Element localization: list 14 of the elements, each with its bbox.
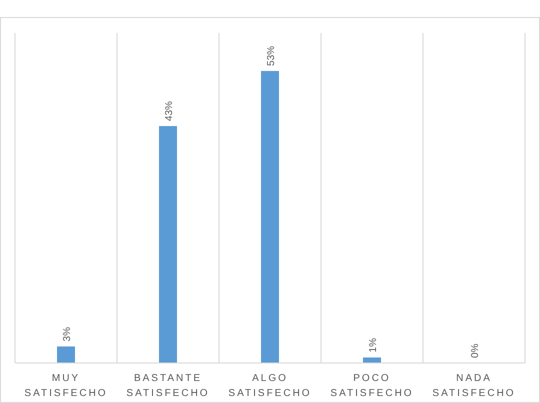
data-label: 3% [62, 326, 73, 342]
data-label: 1% [368, 338, 379, 352]
data-label: 0% [470, 343, 481, 358]
bar [261, 70, 279, 363]
x-tick-label: POCO SATISFECHO [330, 373, 414, 399]
bar [57, 346, 75, 363]
data-label: 43% [164, 100, 175, 122]
x-tick-label: MUY SATISFECHO [24, 373, 108, 399]
data-label: 53% [266, 46, 277, 66]
x-tick-label: BASTANTE SATISFECHO [126, 373, 210, 399]
x-tick-label: NADA SATISFECHO [432, 373, 516, 399]
bar [159, 126, 177, 363]
bar [363, 357, 381, 363]
x-tick-label: ALGO SATISFECHO [228, 373, 312, 399]
